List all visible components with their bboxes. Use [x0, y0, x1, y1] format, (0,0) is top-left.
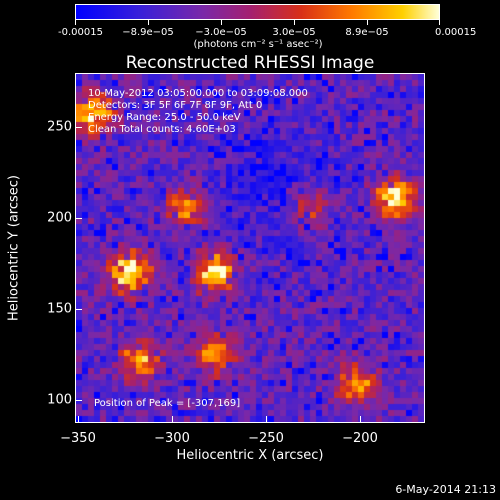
- heatmap-canvas: [76, 74, 424, 422]
- colorbar-tick: [221, 20, 222, 25]
- y-tick-label: 100: [47, 392, 72, 408]
- x-axis-title: Heliocentric X (arcsec): [176, 448, 324, 463]
- colorbar-label: −3.0e−05: [195, 27, 247, 38]
- colorbar-units: (photons cm⁻² s⁻¹ asec⁻²): [193, 39, 323, 50]
- colorbar-tick: [294, 20, 295, 25]
- colorbar-label: −8.9e−05: [122, 27, 174, 38]
- x-tick-label: −350: [60, 431, 96, 446]
- colorbar-label: 0.00015: [435, 27, 477, 38]
- colorbar-tick: [367, 20, 368, 25]
- image-plot-area: 10-May-2012 03:05:00.000 to 03:09:08.000…: [75, 73, 425, 423]
- annotation-peak: Position of Peak = [-307,169]: [94, 398, 241, 409]
- y-axis-title: Heliocentric Y (arcsec): [6, 175, 22, 321]
- colorbar-label: -0.00015: [58, 27, 103, 38]
- annotation-time: 10-May-2012 03:05:00.000 to 03:09:08.000: [88, 88, 308, 99]
- y-tick-label: 200: [47, 210, 72, 226]
- y-tick: [75, 400, 82, 401]
- plot-title: Reconstructed RHESSI Image: [125, 53, 375, 73]
- x-tick-label: −300: [154, 431, 190, 446]
- colorbar-tick: [148, 20, 149, 25]
- y-tick-label: 150: [47, 301, 72, 317]
- y-tick: [75, 218, 82, 219]
- y-tick: [75, 309, 82, 310]
- x-tick: [360, 416, 361, 423]
- colorbar-label: 3.0e−05: [272, 27, 316, 38]
- colorbar-tick: [439, 20, 440, 25]
- colorbar: [75, 4, 440, 20]
- x-tick: [172, 416, 173, 423]
- annotation-method: Clean Total counts: 4.60E+03: [88, 124, 236, 135]
- annotation-energy: Energy Range: 25.0 - 50.0 keV: [88, 112, 241, 123]
- x-tick: [266, 416, 267, 423]
- annotation-detectors: Detectors: 3F 5F 6F 7F 8F 9F, Att 0: [88, 100, 263, 111]
- x-tick-label: −200: [342, 431, 378, 446]
- plot-timestamp: 6-May-2014 21:13: [395, 483, 496, 496]
- x-tick: [78, 416, 79, 423]
- colorbar-label: 8.9e−05: [345, 27, 389, 38]
- y-tick: [75, 127, 82, 128]
- y-tick-label: 250: [47, 119, 72, 135]
- x-tick-label: −250: [248, 431, 284, 446]
- colorbar-tick: [75, 20, 76, 25]
